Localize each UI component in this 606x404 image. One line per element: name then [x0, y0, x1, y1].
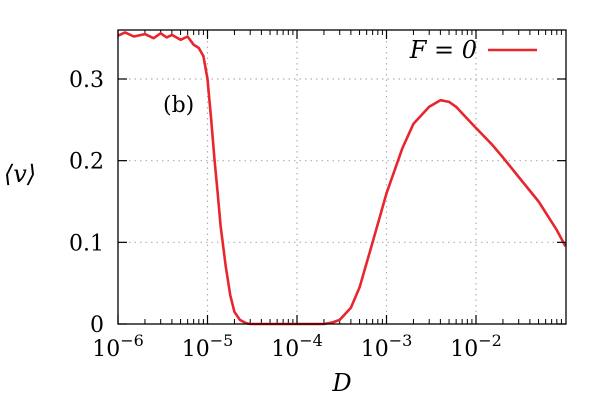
- y-tick-label: 0: [90, 313, 104, 338]
- y-tick-label: 0.2: [69, 150, 104, 175]
- x-tick-label: 10−2: [450, 331, 502, 362]
- panel-label: (b): [163, 93, 194, 118]
- legend-entry-label: F = 0: [409, 36, 477, 64]
- series-layer: [117, 31, 567, 326]
- x-tick-label: 10−4: [271, 331, 323, 362]
- y-tick-label: 0.1: [69, 231, 104, 256]
- series-line-0: [117, 31, 567, 326]
- x-tick-label: 10−5: [182, 331, 234, 362]
- x-tick-label: 10−3: [361, 331, 413, 362]
- y-axis-label: ⟨v⟩: [4, 160, 36, 188]
- legend: F = 0: [409, 36, 537, 64]
- x-tick-label: 10−6: [92, 331, 144, 362]
- x-axis-label: D: [331, 369, 351, 397]
- plot-frame: [117, 29, 567, 325]
- axis-ticks: 10−6 10−5 10−4 10−3 10−2 0 0.1 0.2 0.3: [69, 30, 566, 362]
- minor-ticks: [144, 30, 562, 324]
- grid-lines: [118, 30, 566, 324]
- y-tick-label: 0.3: [69, 68, 104, 93]
